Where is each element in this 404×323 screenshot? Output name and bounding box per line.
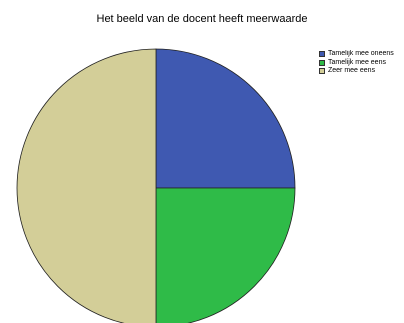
legend-label: Zeer mee eens <box>328 67 376 74</box>
legend-label: Tamelijk mee oneens <box>328 50 394 57</box>
legend-item: Tamelijk mee oneens <box>319 50 404 58</box>
legend-swatch-tamelijk-mee-eens <box>319 59 325 66</box>
legend-item: Zeer mee eens <box>319 67 404 75</box>
pie-slice-tamelijk-mee-eens <box>155 187 296 323</box>
chart-title: Het beeld van de docent heeft meerwaarde <box>96 13 308 25</box>
pie-slices <box>16 48 296 323</box>
pie-slice-tamelijk-mee-oneens <box>155 48 296 189</box>
legend-label: Tamelijk mee eens <box>328 58 386 66</box>
legend-swatch-tamelijk-mee-oneens <box>319 51 325 57</box>
chart-legend: Tamelijk mee oneens Tamelijk mee eens Ze… <box>319 50 404 76</box>
legend-item: Tamelijk mee eens <box>319 59 404 67</box>
pie-slice-zeer-mee-eens <box>16 48 157 323</box>
legend-swatch-zeer-mee-eens <box>319 68 325 74</box>
